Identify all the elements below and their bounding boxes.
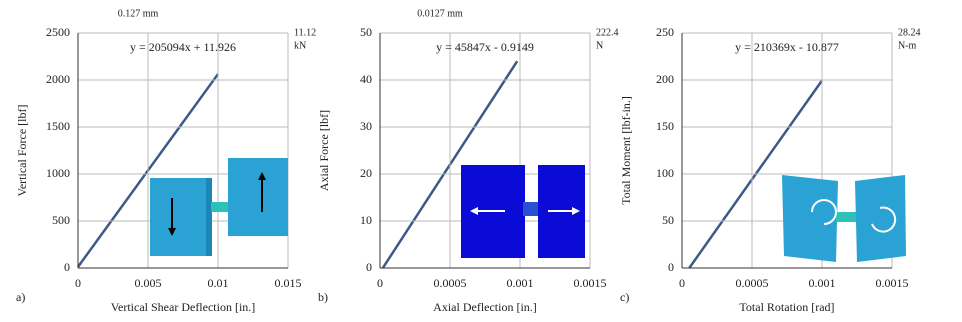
insert-shear [150, 158, 288, 256]
y-tick-label: 50 [360, 25, 372, 39]
x-tick-label: 0.015 [275, 276, 302, 290]
y-tick-label: 30 [360, 119, 372, 133]
y-tick-label: 0 [668, 260, 674, 274]
x-tick-label: 0.0005 [736, 276, 769, 290]
y-tick-label: 2500 [46, 25, 70, 39]
panel-label: b) [318, 290, 328, 304]
panel: 0 10 20 30 40 50 0 0.0005 0.001 0.0015 Axial Defle… [317, 8, 619, 313]
x-tick-label: 0.005 [135, 276, 162, 290]
x-axis-label: Axial Deflection [in.] [433, 300, 537, 314]
x-axis-label: Vertical Shear Deflection [in.] [111, 300, 256, 314]
y-tick-label: 10 [360, 213, 372, 227]
x-tick-label: 0.01 [208, 276, 229, 290]
unit-label: N [596, 40, 603, 51]
x-tick-label: 0.001 [507, 276, 534, 290]
y-tick-label: 100 [656, 166, 674, 180]
top-note: 0.0127 mm [417, 8, 463, 19]
y-tick-label: 1000 [46, 166, 70, 180]
unit-label: kN [294, 40, 306, 51]
y-axis-label: Vertical Force [lbf] [15, 105, 29, 197]
x-tick-label: 0 [679, 276, 685, 290]
figure: 05010015020025000.00050.0010.0015Total R… [0, 0, 962, 322]
y-tick-label: 50 [662, 213, 674, 227]
y-tick-label: 0 [366, 260, 372, 274]
x-tick-label: 0 [377, 276, 383, 290]
x-tick-label: 0.0015 [876, 276, 909, 290]
x-tick-label: 0.0015 [574, 276, 607, 290]
y-tick-label: 2000 [46, 72, 70, 86]
y-axis-label: Total Moment [lbf-in.] [619, 96, 633, 205]
insert-rotation [782, 175, 906, 262]
x-tick-label: 0.0005 [434, 276, 467, 290]
top-note: 0.127 mm [118, 8, 159, 19]
panel-label: a) [16, 290, 25, 304]
unit-label: 28.24 [898, 27, 921, 38]
equation: y = 205094x + 11.926 [130, 40, 236, 54]
equation: y = 45847x - 0.9149 [436, 40, 534, 54]
x-tick-label: 0.001 [809, 276, 836, 290]
y-tick-label: 500 [52, 213, 70, 227]
panel: 0 50 100 150 200 250 0 0.0005 0.001 0.0015 Total R… [619, 25, 921, 314]
y-tick-label: 1500 [46, 119, 70, 133]
y-axis-label: Axial Force [lbf] [317, 110, 331, 191]
x-tick-label: 0 [75, 276, 81, 290]
unit-label: 222.4 [596, 27, 619, 38]
x-axis-label: Total Rotation [rad] [739, 300, 834, 314]
y-tick-label: 150 [656, 119, 674, 133]
y-tick-label: 40 [360, 72, 372, 86]
y-tick-label: 200 [656, 72, 674, 86]
unit-label: N-m [898, 40, 917, 51]
unit-label: 11.12 [294, 27, 316, 38]
panel-label: c) [620, 290, 629, 304]
equation: y = 210369x - 10.877 [735, 40, 839, 54]
y-tick-label: 0 [64, 260, 70, 274]
y-tick-label: 20 [360, 166, 372, 180]
y-tick-label: 250 [656, 25, 674, 39]
insert-axial [461, 165, 585, 258]
